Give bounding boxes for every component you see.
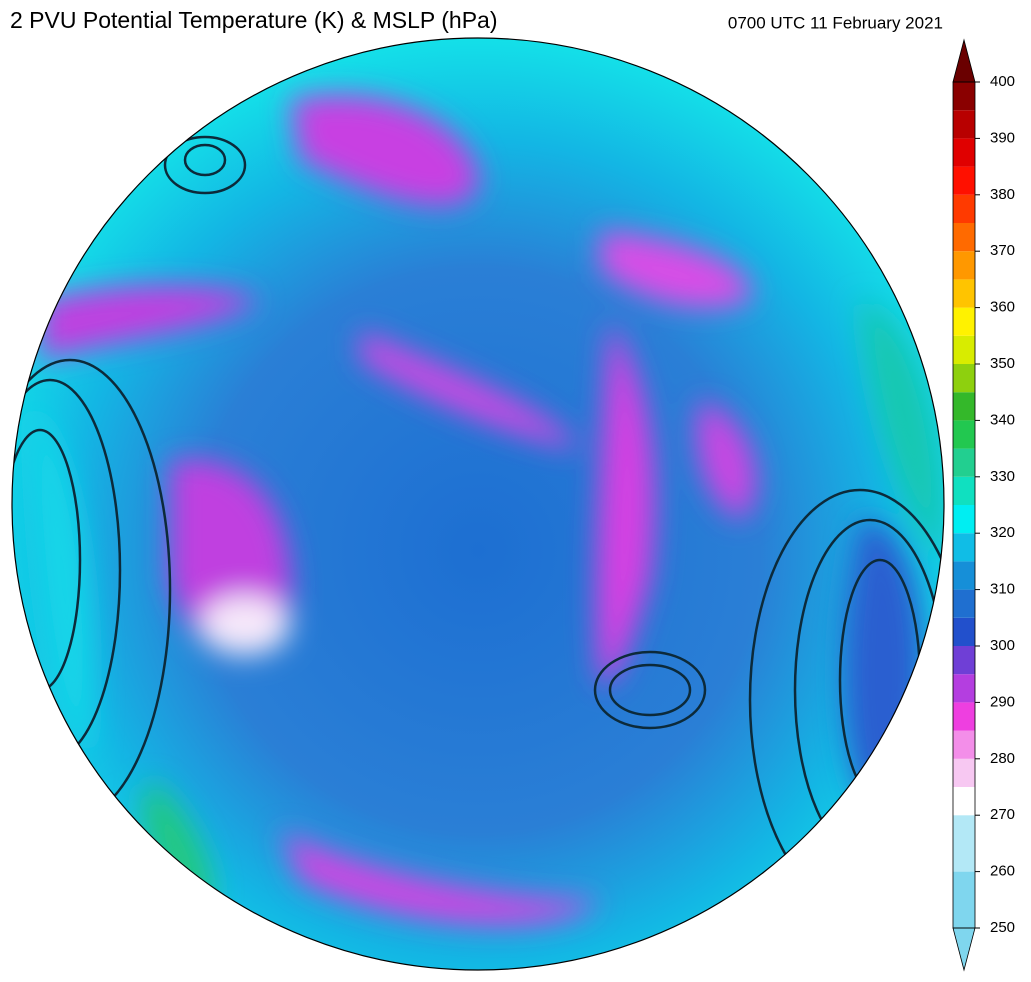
colorbar-segment [953,279,975,308]
colorbar-segment [953,420,975,449]
colorbar-segment [953,138,975,167]
colorbar-segment [953,561,975,590]
map [12,38,944,970]
colorbar: 250 260 270 280 290 300 310 320 330 340 350 360 370 3… [952,38,1015,972]
colorbar-tick-label: 280 [990,750,1015,767]
colorbar-tick-label: 320 [990,524,1015,541]
map-title: 2 PVU Potential Temperature (K) & MSLP (… [10,7,497,33]
colorbar-segment [953,646,975,675]
colorbar-segment [953,674,975,703]
colorbar-segment [953,251,975,280]
colorbar-tick-label: 390 [990,129,1015,146]
colorbar-segment [953,392,975,421]
colorbar-segment [953,533,975,562]
colorbar-extend-under [952,927,976,972]
colorbar-tick-label: 290 [990,693,1015,710]
colorbar-segment [953,307,975,336]
colorbar-tick-label: 300 [990,637,1015,654]
colorbar-tick-label: 330 [990,468,1015,485]
colorbar-segment [953,448,975,477]
colorbar-tick-label: 270 [990,806,1015,823]
colorbar-segment [953,82,975,111]
colorbar-extend-over [952,38,976,83]
colorbar-segment [953,223,975,252]
colorbar-tick-label: 400 [990,73,1015,90]
colorbar-segment [953,758,975,787]
colorbar-segment [953,702,975,731]
colorbar-segment [953,166,975,195]
colorbar-tick-label: 250 [990,919,1015,936]
colorbar-segment [953,505,975,534]
colorbar-segment [953,589,975,618]
colorbar-segment [953,730,975,759]
colorbar-frame [952,81,976,929]
colorbar-segment [953,815,975,872]
colorbar-segment [953,476,975,505]
colorbar-tick-label: 260 [990,863,1015,880]
colorbar-segment [953,364,975,393]
colorbar-tick-label: 310 [990,581,1015,598]
globe-outline [11,37,945,971]
field [30,94,942,925]
colorbar-segment [953,194,975,223]
colorbar-tick-label: 340 [990,411,1015,428]
colorbar-segment [953,871,975,928]
colorbar-tick-label: 380 [990,186,1015,203]
timestamp: 0700 UTC 11 February 2021 [728,13,943,32]
colorbar-tick-label: 370 [990,242,1015,259]
colorbar-segment [953,787,975,816]
colorbar-segment [953,617,975,646]
colorbar-segment [953,110,975,139]
colorbar-tick-label: 360 [990,299,1015,316]
colorbar-tick-label: 350 [990,355,1015,372]
colorbar-segment [953,335,975,364]
